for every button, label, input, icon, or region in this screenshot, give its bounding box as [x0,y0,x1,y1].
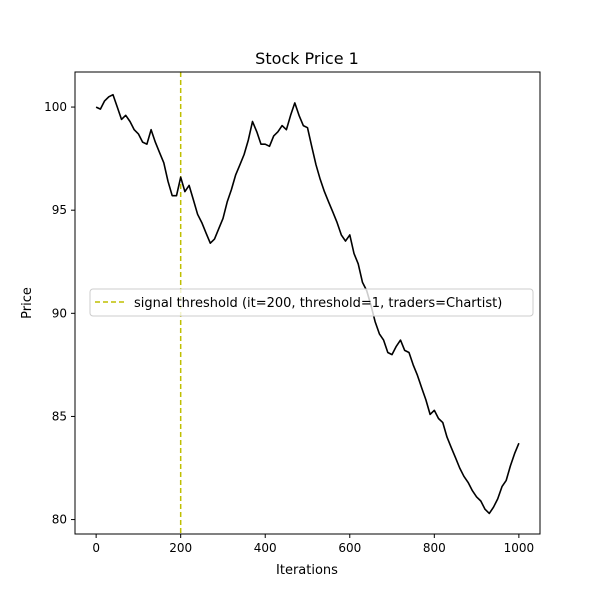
chart-title: Stock Price 1 [255,49,359,68]
series-group [95,93,520,515]
x-tick-label: 0 [92,541,100,555]
plot-frame [74,71,541,535]
legend: signal threshold (it=200, threshold=1, t… [89,288,534,317]
y-tick-label: 90 [52,306,67,320]
y-axis-label: Price [20,287,35,319]
x-tick-label: 800 [423,541,446,555]
x-tick-label: 1000 [504,541,535,555]
y-tick-label: 100 [44,100,67,114]
x-tick-label: 600 [338,541,361,555]
plot-area [74,71,541,535]
y-tick-label: 80 [52,513,67,527]
y-tick-label: 95 [52,203,67,217]
series-line-0 [95,93,520,515]
x-axis-label: Iterations [276,563,338,578]
y-axis-ticks: 80 85 90 95 100 [44,100,75,527]
x-axis-ticks: 0 200 400 600 800 1000 [92,534,534,555]
legend-box [89,288,534,317]
x-tick-label: 200 [169,541,192,555]
legend-label-signal-threshold: signal threshold (it=200, threshold=1, t… [134,296,502,311]
x-tick-label: 400 [254,541,277,555]
y-tick-label: 85 [52,409,67,423]
